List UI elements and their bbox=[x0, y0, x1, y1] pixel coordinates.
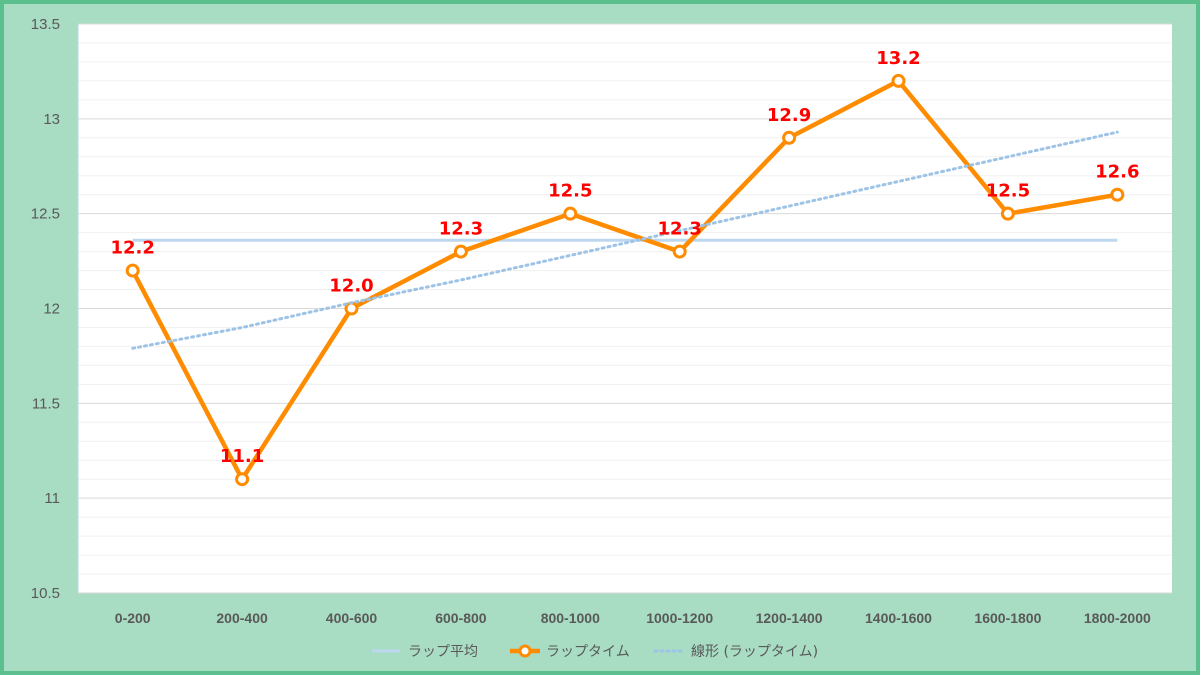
data-label: 13.2 bbox=[876, 48, 920, 69]
legend-label: 線形 (ラップタイム) bbox=[691, 644, 818, 660]
y-tick-label: 11.5 bbox=[32, 395, 60, 412]
x-tick-label: 1200-1400 bbox=[756, 610, 823, 626]
x-tick-label: 1600-1800 bbox=[974, 610, 1041, 626]
series-layer bbox=[125, 73, 1125, 487]
lap-time-point bbox=[344, 301, 359, 316]
data-label: 12.9 bbox=[767, 105, 811, 126]
lap-time-point bbox=[563, 206, 578, 221]
gridlines bbox=[78, 23, 1172, 575]
y-tick-label: 13.5 bbox=[31, 16, 60, 33]
y-tick-label: 12.5 bbox=[31, 206, 60, 223]
lap-time-point bbox=[235, 472, 250, 487]
x-tick-label: 800-1000 bbox=[541, 610, 600, 626]
x-tick-label: 400-600 bbox=[326, 610, 378, 626]
y-tick-label: 13 bbox=[43, 111, 60, 128]
legend-label: ラップ平均 bbox=[408, 644, 478, 660]
y-tick-label: 10.5 bbox=[31, 585, 60, 602]
data-labels: 12.2 11.1 12.0 12.3 12.5 12.3 12.9 13.2 12.5 12.6 bbox=[110, 48, 1139, 467]
lap-time-point bbox=[1110, 187, 1125, 202]
x-tick-label: 200-400 bbox=[216, 610, 268, 626]
legend-lap-marker bbox=[518, 644, 532, 658]
lap-time-point bbox=[891, 73, 906, 88]
x-tick-label: 1400-1600 bbox=[865, 610, 932, 626]
data-label: 12.3 bbox=[657, 219, 701, 240]
lap-time-line bbox=[130, 78, 1118, 482]
lap-time-point bbox=[453, 244, 468, 259]
y-axis-ticks: 10.5 11 11.5 12 12.5 13 13.5 bbox=[31, 16, 60, 602]
data-label: 12.5 bbox=[986, 181, 1030, 202]
x-tick-label: 0-200 bbox=[115, 610, 151, 626]
y-tick-label: 11 bbox=[44, 490, 60, 507]
legend: ラップ平均 ラップタイム 線形 (ラップタイム) bbox=[372, 644, 818, 660]
y-tick-label: 12 bbox=[43, 301, 60, 318]
data-label: 12.6 bbox=[1095, 162, 1139, 183]
data-label: 12.5 bbox=[548, 181, 592, 202]
data-label: 12.0 bbox=[329, 276, 373, 297]
x-tick-label: 600-800 bbox=[435, 610, 487, 626]
data-label: 12.2 bbox=[110, 238, 154, 259]
x-tick-label: 1000-1200 bbox=[646, 610, 713, 626]
lap-time-point bbox=[782, 130, 797, 145]
legend-label: ラップタイム bbox=[546, 644, 630, 660]
data-label: 12.3 bbox=[439, 219, 483, 240]
trend-line bbox=[131, 130, 1119, 350]
lap-time-point bbox=[1000, 206, 1015, 221]
x-axis-ticks: 0-200 200-400 400-600 600-800 800-1000 1000-1… bbox=[115, 610, 1151, 626]
data-label: 11.1 bbox=[220, 446, 264, 467]
lap-time-point bbox=[125, 263, 140, 278]
lap-time-point bbox=[672, 244, 687, 259]
x-tick-label: 1800-2000 bbox=[1084, 610, 1151, 626]
